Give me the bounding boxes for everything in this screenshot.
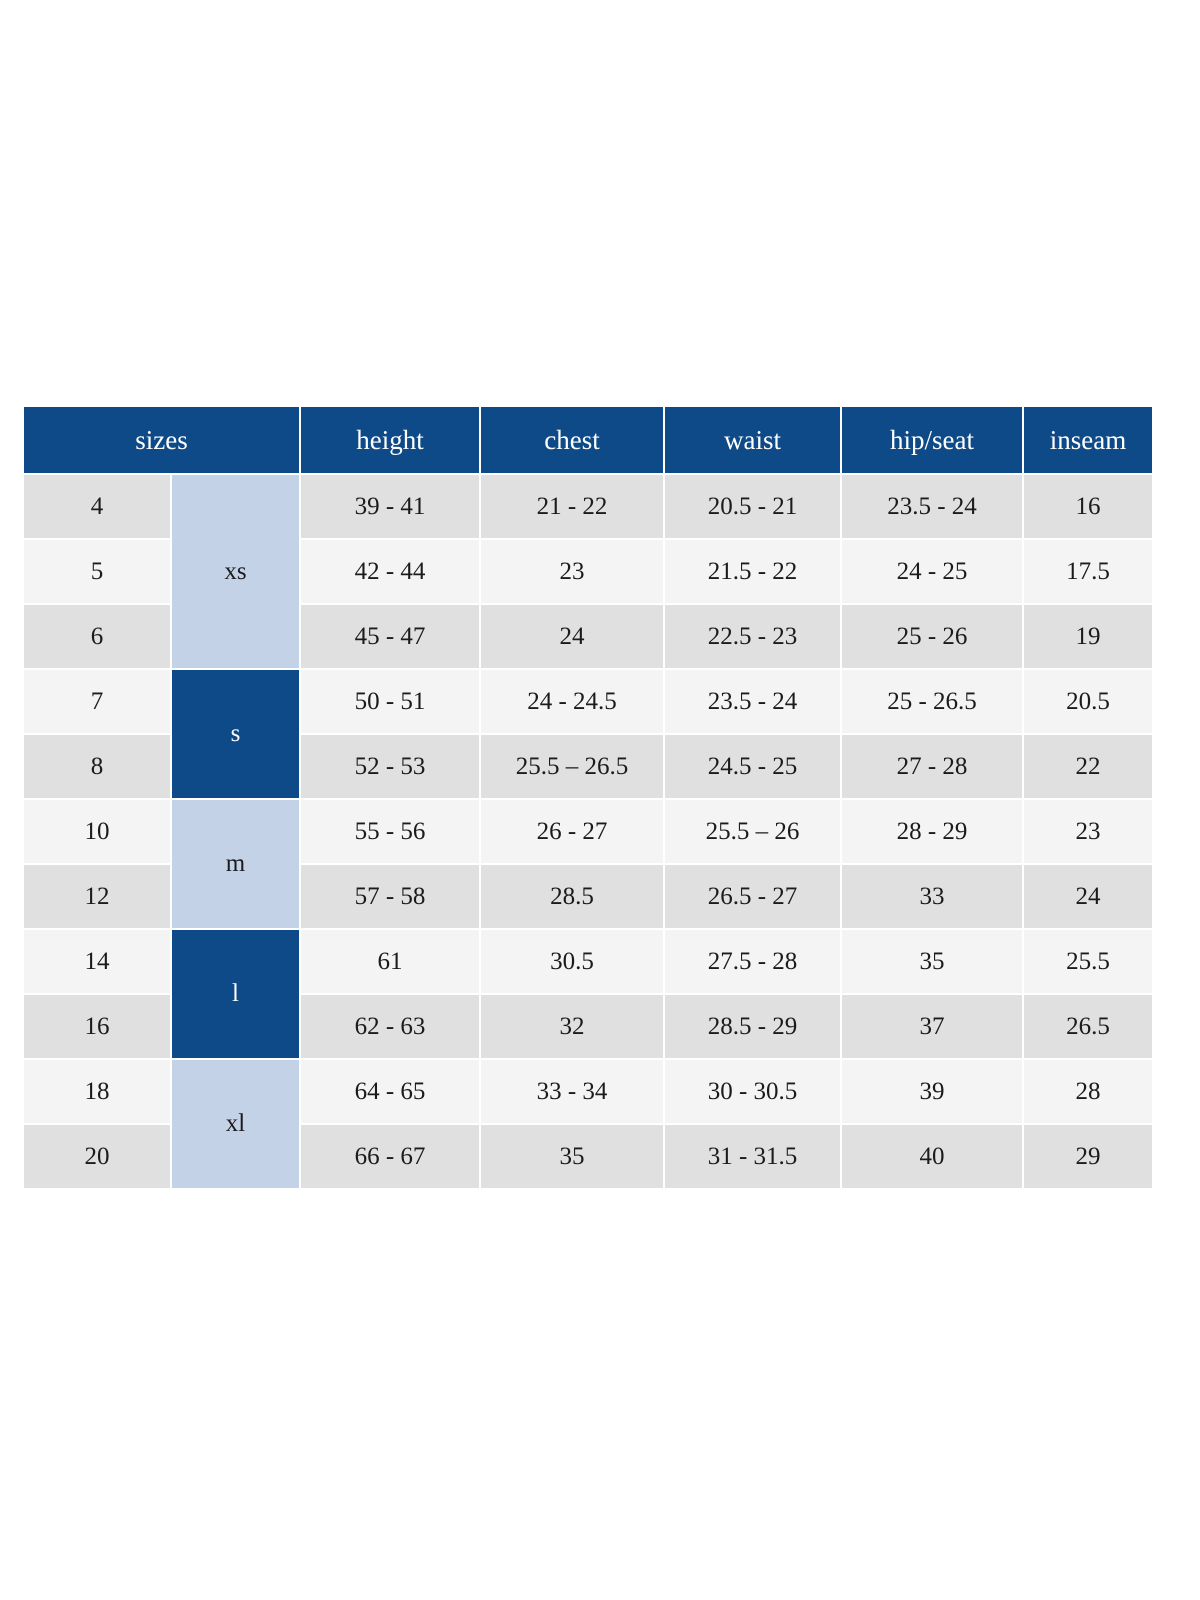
group-cell-s: s — [172, 670, 300, 798]
height-cell: 39 - 41 — [301, 475, 480, 538]
size-cell: 14 — [24, 930, 170, 993]
size-cell: 6 — [24, 605, 170, 668]
hip-seat-cell: 23.5 - 24 — [842, 475, 1023, 538]
waist-cell: 25.5 – 26 — [665, 800, 841, 863]
size-cell: 5 — [24, 540, 170, 603]
height-cell: 52 - 53 — [301, 735, 480, 798]
size-chart-table: sizes height chest waist hip/seat inseam… — [22, 405, 1155, 1190]
waist-cell: 22.5 - 23 — [665, 605, 841, 668]
chest-cell: 21 - 22 — [481, 475, 664, 538]
col-header-height: height — [301, 407, 480, 473]
table-row: 16 62 - 63 32 28.5 - 29 37 26.5 — [24, 995, 1153, 1058]
waist-cell: 23.5 - 24 — [665, 670, 841, 733]
hip-seat-cell: 25 - 26 — [842, 605, 1023, 668]
waist-cell: 30 - 30.5 — [665, 1060, 841, 1123]
waist-cell: 26.5 - 27 — [665, 865, 841, 928]
inseam-cell: 23 — [1024, 800, 1153, 863]
height-cell: 57 - 58 — [301, 865, 480, 928]
hip-seat-cell: 35 — [842, 930, 1023, 993]
group-cell-xl: xl — [172, 1060, 300, 1188]
group-cell-l: l — [172, 930, 300, 1058]
table-row: 14 l 61 30.5 27.5 - 28 35 25.5 — [24, 930, 1153, 1058]
chest-cell: 30.5 — [481, 930, 664, 993]
size-cell: 10 — [24, 800, 170, 863]
col-header-inseam: inseam — [1024, 407, 1153, 473]
hip-seat-cell: 27 - 28 — [842, 735, 1023, 798]
chest-cell: 26 - 27 — [481, 800, 664, 863]
table-row: 4 xs 39 - 41 21 - 22 20.5 - 21 23.5 - 24… — [24, 475, 1153, 668]
table-row: 5 42 - 44 23 21.5 - 22 24 - 25 17.5 — [24, 540, 1153, 603]
table-row: 7 s 50 - 51 24 - 24.5 23.5 - 24 25 - 26.… — [24, 670, 1153, 798]
group-cell-m: m — [172, 800, 300, 928]
hip-seat-cell: 28 - 29 — [842, 800, 1023, 863]
header-row: sizes height chest waist hip/seat inseam — [24, 407, 1153, 473]
table-row: 6 45 - 47 24 22.5 - 23 25 - 26 19 — [24, 605, 1153, 668]
waist-cell: 24.5 - 25 — [665, 735, 841, 798]
table-row: 18 xl 64 - 65 33 - 34 30 - 30.5 39 28 — [24, 1060, 1153, 1188]
hip-seat-cell: 24 - 25 — [842, 540, 1023, 603]
waist-cell: 28.5 - 29 — [665, 995, 841, 1058]
inseam-cell: 22 — [1024, 735, 1153, 798]
col-header-sizes: sizes — [24, 407, 300, 473]
height-cell: 62 - 63 — [301, 995, 480, 1058]
height-cell: 55 - 56 — [301, 800, 480, 863]
hip-seat-cell: 37 — [842, 995, 1023, 1058]
hip-seat-cell: 25 - 26.5 — [842, 670, 1023, 733]
height-cell: 45 - 47 — [301, 605, 480, 668]
chest-cell: 28.5 — [481, 865, 664, 928]
col-header-hip-seat: hip/seat — [842, 407, 1023, 473]
chest-cell: 25.5 – 26.5 — [481, 735, 664, 798]
size-cell: 18 — [24, 1060, 170, 1123]
waist-cell: 21.5 - 22 — [665, 540, 841, 603]
col-header-chest: chest — [481, 407, 664, 473]
inseam-cell: 26.5 — [1024, 995, 1153, 1058]
height-cell: 61 — [301, 930, 480, 993]
inseam-cell: 24 — [1024, 865, 1153, 928]
waist-cell: 31 - 31.5 — [665, 1125, 841, 1188]
chest-cell: 32 — [481, 995, 664, 1058]
hip-seat-cell: 33 — [842, 865, 1023, 928]
chest-cell: 24 — [481, 605, 664, 668]
col-header-waist: waist — [665, 407, 841, 473]
inseam-cell: 25.5 — [1024, 930, 1153, 993]
group-cell-xs: xs — [172, 475, 300, 668]
size-cell: 8 — [24, 735, 170, 798]
inseam-cell: 19 — [1024, 605, 1153, 668]
table-row: 8 52 - 53 25.5 – 26.5 24.5 - 25 27 - 28 … — [24, 735, 1153, 798]
chest-cell: 35 — [481, 1125, 664, 1188]
size-cell: 20 — [24, 1125, 170, 1188]
waist-cell: 20.5 - 21 — [665, 475, 841, 538]
table-row: 10 m 55 - 56 26 - 27 25.5 – 26 28 - 29 2… — [24, 800, 1153, 928]
size-cell: 4 — [24, 475, 170, 538]
size-cell: 12 — [24, 865, 170, 928]
inseam-cell: 16 — [1024, 475, 1153, 538]
table-row: 12 57 - 58 28.5 26.5 - 27 33 24 — [24, 865, 1153, 928]
height-cell: 66 - 67 — [301, 1125, 480, 1188]
hip-seat-cell: 39 — [842, 1060, 1023, 1123]
waist-cell: 27.5 - 28 — [665, 930, 841, 993]
inseam-cell: 29 — [1024, 1125, 1153, 1188]
height-cell: 42 - 44 — [301, 540, 480, 603]
table-row: 20 66 - 67 35 31 - 31.5 40 29 — [24, 1125, 1153, 1188]
hip-seat-cell: 40 — [842, 1125, 1023, 1188]
inseam-cell: 20.5 — [1024, 670, 1153, 733]
inseam-cell: 17.5 — [1024, 540, 1153, 603]
chest-cell: 23 — [481, 540, 664, 603]
chest-cell: 24 - 24.5 — [481, 670, 664, 733]
inseam-cell: 28 — [1024, 1060, 1153, 1123]
height-cell: 64 - 65 — [301, 1060, 480, 1123]
chest-cell: 33 - 34 — [481, 1060, 664, 1123]
size-cell: 7 — [24, 670, 170, 733]
height-cell: 50 - 51 — [301, 670, 480, 733]
size-cell: 16 — [24, 995, 170, 1058]
